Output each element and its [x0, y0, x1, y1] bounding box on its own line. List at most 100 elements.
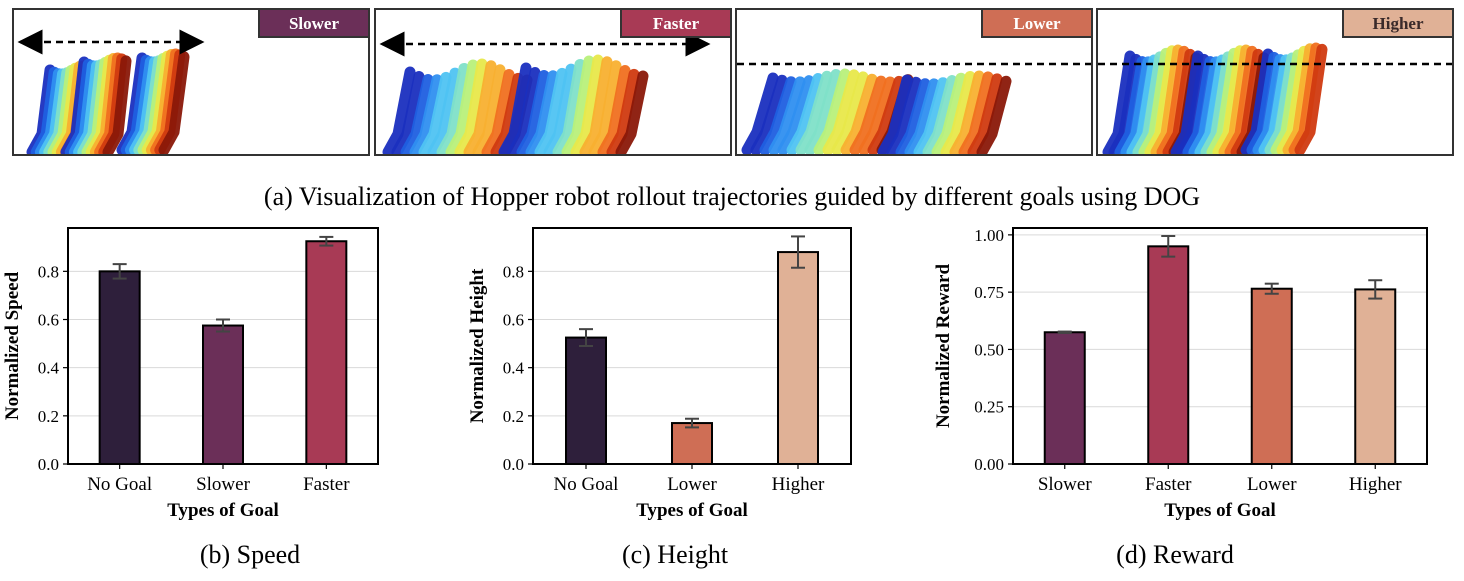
hopper-pose	[615, 70, 649, 154]
hopper-pose	[931, 72, 967, 154]
y-tick-label: 0.2	[38, 407, 59, 426]
hopper-pose	[867, 75, 905, 154]
y-tick-label: 0.4	[503, 359, 525, 378]
y-axis-label: Normalized Speed	[2, 271, 23, 420]
bar-higher	[1354, 288, 1397, 465]
hopper-pose	[904, 78, 940, 154]
hopper-pose	[552, 58, 586, 154]
hopper-pose	[922, 75, 958, 154]
hopper-pose	[463, 60, 497, 154]
hopper-pose	[858, 76, 896, 154]
x-tick-label: Higher	[1349, 474, 1402, 495]
speed-bar-chart: 0.0 0.2 0.4 0.6 0.8 No Goal Slower Faster Types …	[2, 227, 379, 521]
reward-bar-chart: 0.00 0.25 0.50 0.75 1.00 Slower Faster Lower Hig…	[933, 226, 1428, 521]
y-tick-label: 0.50	[974, 340, 1004, 359]
reward-chart: 0.00 0.25 0.50 0.75 1.00 Slower Faster Lower Hig…	[925, 220, 1455, 525]
trajectory-panel-slower: Slower	[12, 8, 370, 156]
x-axis-label: Types of Goal	[167, 500, 279, 521]
figure-caption-a: (a) Visualization of Hopper robot rollou…	[263, 182, 1201, 211]
y-axis-label: Normalized Reward	[933, 264, 954, 429]
hopper-pose	[949, 70, 985, 154]
hopper-pose	[849, 75, 887, 154]
hopper-pose	[472, 64, 506, 154]
hopper-pose	[750, 74, 788, 154]
hopper-pose	[561, 55, 595, 154]
hopper-pose	[940, 71, 976, 154]
hopper-pose	[597, 64, 631, 154]
hopper-pose	[579, 56, 613, 154]
hopper-pose	[445, 59, 479, 154]
y-tick-label: 0.6	[38, 311, 59, 330]
x-tick-label: Faster	[1145, 474, 1192, 495]
hopper-pose	[786, 73, 824, 154]
hopper-pose	[454, 58, 488, 154]
hopper-pose	[804, 69, 842, 154]
bar-lower	[671, 422, 713, 465]
hopper-pose	[831, 71, 869, 154]
hopper-pose	[1294, 43, 1328, 154]
y-tick-label: 0.4	[38, 359, 60, 378]
bar-higher	[777, 251, 819, 465]
x-tick-label: Lower	[1247, 474, 1297, 495]
hopper-pose	[795, 70, 833, 154]
figure-caption-b: (b) Speed	[199, 540, 301, 569]
hopper-pose	[886, 76, 922, 154]
hopper-pose	[158, 51, 190, 154]
hopper-pose	[741, 72, 779, 154]
plot-frame	[67, 227, 379, 465]
y-tick-label: 0.8	[503, 262, 524, 281]
hopper-pose	[382, 66, 416, 154]
y-tick-label: 0.25	[974, 398, 1004, 417]
goal-tag-higher: Higher	[1342, 10, 1452, 38]
hopper-pose	[895, 78, 931, 154]
speed-chart: 0.0 0.2 0.4 0.6 0.8 No Goal Slower Faster Types …	[0, 220, 400, 525]
hopper-pose	[418, 71, 452, 154]
hopper-trajectory-image	[1098, 42, 1452, 154]
y-tick-label: 1.00	[974, 226, 1004, 245]
trajectory-panel-higher: Higher	[1096, 8, 1454, 156]
bar-no-goal	[565, 336, 607, 465]
hopper-pose	[967, 73, 1003, 154]
hopper-pose	[490, 72, 524, 154]
goal-tag-slower: Slower	[258, 10, 368, 38]
y-tick-label: 0.0	[38, 455, 59, 474]
hopper-pose	[913, 77, 949, 154]
figure-caption-d: (d) Reward	[1116, 540, 1234, 569]
height-bar-chart: 0.0 0.2 0.4 0.6 0.8 No Goal Lower Higher Types o…	[467, 227, 852, 521]
hopper-pose	[400, 73, 434, 154]
hopper-pose	[498, 62, 532, 154]
height-chart: 0.0 0.2 0.4 0.6 0.8 No Goal Lower Higher Types o…	[465, 220, 885, 525]
hopper-pose	[588, 60, 622, 154]
hopper-pose	[813, 68, 851, 154]
hopper-pose	[958, 71, 994, 154]
x-tick-label: No Goal	[554, 474, 619, 495]
trajectory-panel-lower: Lower	[735, 8, 1093, 156]
hopper-pose	[481, 68, 515, 154]
y-tick-label: 0.00	[974, 455, 1004, 474]
hopper-pose	[516, 69, 550, 154]
bar-lower	[1250, 287, 1293, 465]
y-tick-label: 0.2	[503, 407, 524, 426]
hopper-pose	[102, 55, 132, 154]
bar-slower	[202, 324, 244, 465]
hopper-pose	[768, 76, 806, 154]
hopper-pose	[525, 70, 559, 154]
hopper-pose	[777, 75, 815, 154]
hopper-pose	[409, 74, 443, 154]
x-tick-label: Lower	[667, 474, 717, 495]
hopper-pose	[606, 68, 640, 154]
hopper-pose	[877, 74, 913, 154]
hopper-pose	[391, 71, 425, 154]
x-axis-label: Types of Goal	[1164, 500, 1276, 521]
hopper-pose	[840, 73, 878, 154]
hopper-pose	[543, 63, 577, 154]
x-tick-label: No Goal	[87, 474, 152, 495]
hopper-pose	[976, 75, 1012, 154]
hopper-pose	[570, 54, 604, 154]
goal-tag-lower: Lower	[981, 10, 1091, 38]
hopper-trajectory-image	[737, 62, 1091, 154]
x-tick-label: Faster	[303, 474, 350, 495]
y-tick-label: 0.6	[503, 311, 524, 330]
x-tick-label: Slower	[196, 474, 251, 495]
plot-frame	[1012, 227, 1428, 465]
